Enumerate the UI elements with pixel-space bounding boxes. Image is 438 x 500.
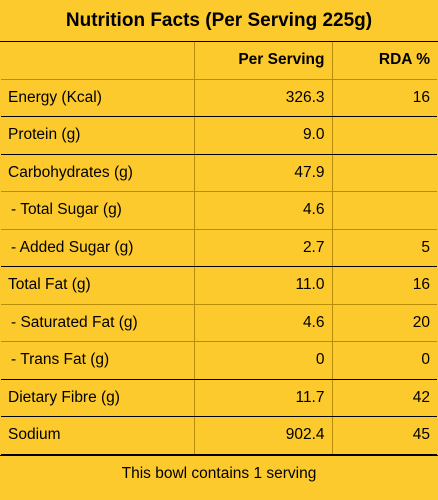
nutrient-row: Carbohydrates (g) 47.9 (1, 154, 437, 192)
nutrient-label: - Total Sugar (g) (1, 191, 194, 230)
serving-note: This bowl contains 1 serving (0, 455, 438, 492)
nutrient-label: - Added Sugar (g) (1, 229, 194, 267)
header-rda: RDA % (331, 42, 437, 80)
nutrient-row: Energy (Kcal) 326.3 16 (1, 79, 437, 117)
nutrient-label: Protein (g) (1, 116, 194, 155)
rda-value: 42 (331, 379, 437, 417)
nutrient-row: - Saturated Fat (g) 4.6 20 (1, 304, 437, 342)
per-serving-value: 0 (193, 341, 332, 380)
rda-value: 0 (331, 341, 437, 380)
nutrient-row: Sodium 902.4 45 (1, 416, 437, 455)
per-serving-value: 4.6 (193, 304, 332, 342)
nutrient-label: Sodium (1, 416, 194, 455)
per-serving-value: 11.7 (193, 379, 332, 417)
per-serving-value: 47.9 (193, 154, 332, 192)
nutrition-title: Nutrition Facts (Per Serving 225g) (0, 0, 438, 42)
nutrient-row: Total Fat (g) 11.0 16 (1, 266, 437, 305)
rda-value (331, 116, 437, 155)
nutrient-row: Protein (g) 9.0 (1, 116, 437, 155)
per-serving-value: 326.3 (193, 79, 332, 117)
per-serving-value: 4.6 (193, 191, 332, 230)
nutrient-label: Energy (Kcal) (1, 79, 194, 117)
nutrient-label: Total Fat (g) (1, 266, 194, 305)
nutrition-table: Per Serving RDA % Energy (Kcal) 326.3 16 Pr… (1, 42, 437, 455)
per-serving-value: 902.4 (193, 416, 332, 455)
rda-value (331, 191, 437, 230)
rda-value: 45 (331, 416, 437, 455)
nutrient-label: - Trans Fat (g) (1, 341, 194, 380)
rda-value: 20 (331, 304, 437, 342)
nutrient-row: - Added Sugar (g) 2.7 5 (1, 229, 437, 267)
rda-value: 5 (331, 229, 437, 267)
per-serving-value: 11.0 (193, 266, 332, 305)
per-serving-value: 9.0 (193, 116, 332, 155)
header-per-serving: Per Serving (193, 42, 332, 80)
nutrient-row: Dietary Fibre (g) 11.7 42 (1, 379, 437, 417)
rda-value (331, 154, 437, 192)
per-serving-value: 2.7 (193, 229, 332, 267)
nutrient-label: Dietary Fibre (g) (1, 379, 194, 417)
header-row: Per Serving RDA % (1, 42, 437, 80)
nutrient-label: - Saturated Fat (g) (1, 304, 194, 342)
rda-value: 16 (331, 79, 437, 117)
nutrient-row: - Trans Fat (g) 0 0 (1, 341, 437, 380)
header-nutrient (1, 42, 194, 80)
rda-value: 16 (331, 266, 437, 305)
nutrient-label: Carbohydrates (g) (1, 154, 194, 192)
nutrient-row: - Total Sugar (g) 4.6 (1, 191, 437, 230)
